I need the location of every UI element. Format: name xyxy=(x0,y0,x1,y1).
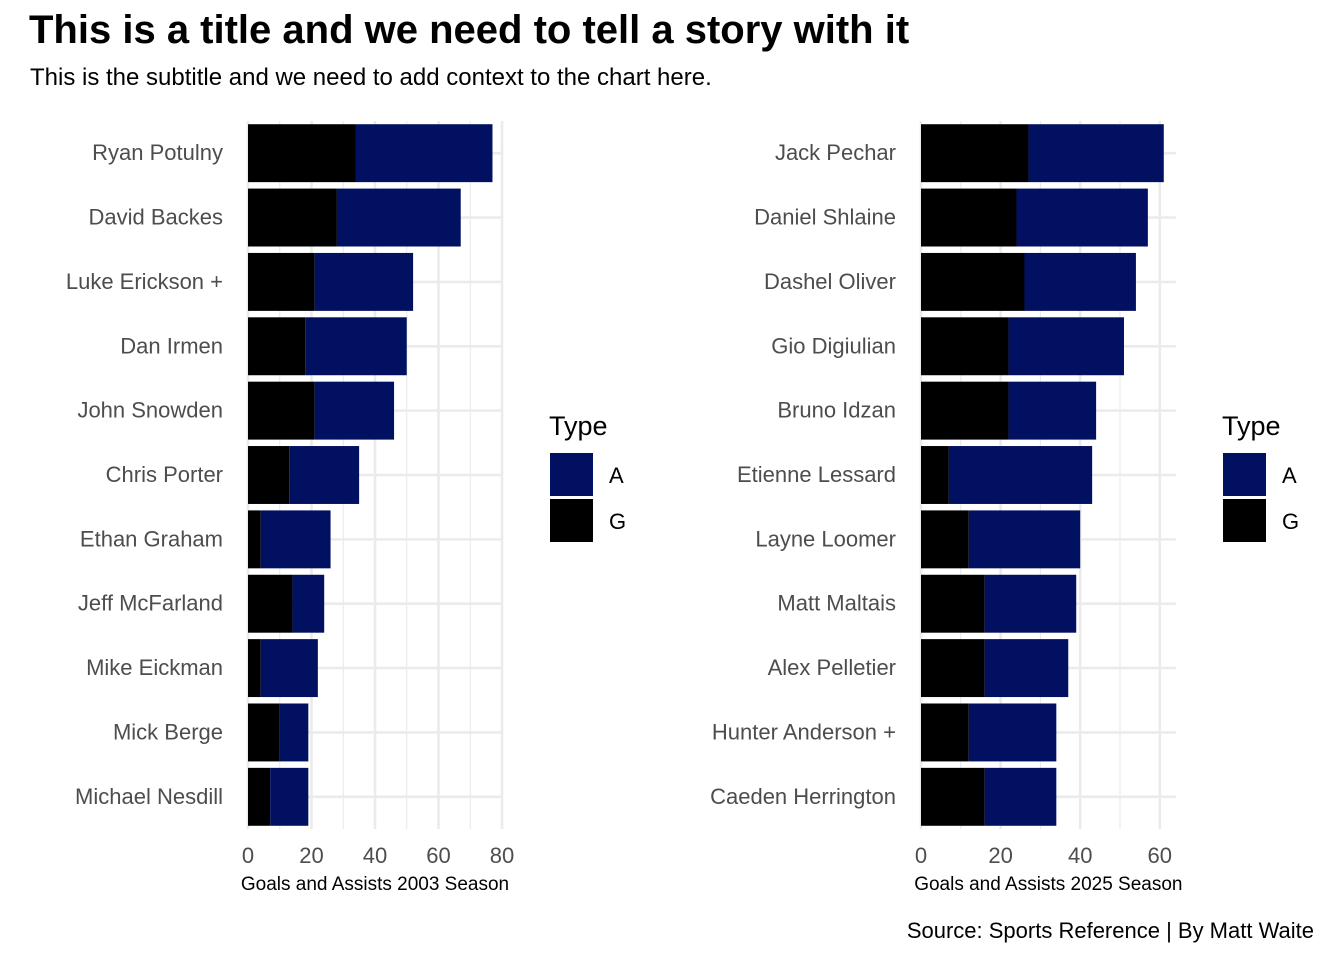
bar-goals xyxy=(921,574,985,633)
legend-key-g xyxy=(550,499,593,542)
bar-assists xyxy=(1024,252,1136,311)
x-tick-label: 0 xyxy=(242,843,254,868)
y-tick-label: Luke Erickson + xyxy=(66,269,223,294)
legend-label: A xyxy=(609,463,624,488)
y-tick-label: Chris Porter xyxy=(106,462,223,487)
y-tick-label: Daniel Shlaine xyxy=(754,205,896,230)
x-axis-label: Goals and Assists 2003 Season xyxy=(241,874,509,895)
chart-caption: Source: Sports Reference | By Matt Waite xyxy=(906,918,1314,943)
bar-assists xyxy=(984,639,1069,698)
bar-goals xyxy=(248,317,306,376)
legend-key-a xyxy=(1223,453,1266,496)
y-tick-label: Ethan Graham xyxy=(80,526,223,551)
bar-assists xyxy=(1028,124,1164,183)
x-tick-label: 0 xyxy=(915,843,927,868)
bar-assists xyxy=(948,446,1093,504)
y-tick-label: Alex Pelletier xyxy=(768,655,896,680)
chart-title: This is a title and we need to tell a st… xyxy=(29,8,910,52)
bar-assists xyxy=(260,639,318,698)
bar-assists xyxy=(270,767,309,826)
bar-goals xyxy=(921,381,1009,440)
bar-goals xyxy=(921,317,1009,376)
bar-assists xyxy=(984,767,1057,826)
y-tick-label: Hunter Anderson + xyxy=(712,719,896,744)
legend-label: A xyxy=(1282,463,1297,488)
y-tick-label: Michael Nesdill xyxy=(75,784,223,809)
x-tick-label: 40 xyxy=(1068,843,1092,868)
y-tick-label: Mick Berge xyxy=(113,719,223,744)
x-tick-label: 20 xyxy=(299,843,323,868)
x-tick-label: 60 xyxy=(426,843,450,868)
bar-assists xyxy=(1008,381,1097,440)
bar-goals xyxy=(248,639,261,698)
bar-goals xyxy=(921,188,1017,247)
bar-goals xyxy=(921,124,1029,183)
bar-goals xyxy=(921,639,985,698)
bar-assists xyxy=(292,574,325,633)
bar-assists xyxy=(314,381,395,440)
x-tick-label: 20 xyxy=(988,843,1012,868)
legend-key-a xyxy=(550,453,593,496)
bar-assists xyxy=(1008,317,1124,376)
bar-assists xyxy=(968,703,1057,762)
y-tick-label: John Snowden xyxy=(77,398,223,423)
bar-goals xyxy=(248,574,293,633)
bar-goals xyxy=(921,446,949,504)
y-tick-label: Jeff McFarland xyxy=(78,591,223,616)
bar-goals xyxy=(248,124,356,183)
x-tick-label: 80 xyxy=(490,843,514,868)
x-tick-label: 60 xyxy=(1148,843,1172,868)
y-tick-label: Ryan Potulny xyxy=(92,140,223,165)
bar-assists xyxy=(279,703,309,762)
y-tick-label: Mike Eickman xyxy=(86,655,223,680)
legend-title: Type xyxy=(549,411,608,441)
bar-goals xyxy=(248,446,290,504)
y-tick-label: Layne Loomer xyxy=(755,526,896,551)
x-tick-label: 40 xyxy=(363,843,387,868)
bar-assists xyxy=(305,317,407,376)
bar-assists xyxy=(355,124,493,183)
y-tick-label: Etienne Lessard xyxy=(737,462,896,487)
legend-label: G xyxy=(1282,509,1299,534)
bar-assists xyxy=(1016,188,1148,247)
bar-goals xyxy=(921,510,969,569)
bar-assists xyxy=(260,510,331,569)
y-tick-label: Gio Digiulian xyxy=(771,333,896,358)
x-axis-label: Goals and Assists 2025 Season xyxy=(914,874,1182,895)
y-tick-label: Dashel Oliver xyxy=(764,269,896,294)
legend-title: Type xyxy=(1222,411,1281,441)
bar-goals xyxy=(248,252,315,311)
bar-assists xyxy=(289,446,360,504)
y-tick-label: Matt Maltais xyxy=(777,591,896,616)
bar-assists xyxy=(314,252,414,311)
legend-label: G xyxy=(609,509,626,534)
bar-goals xyxy=(921,703,969,762)
bar-goals xyxy=(248,510,261,569)
y-tick-label: David Backes xyxy=(88,205,223,230)
legend-key-g xyxy=(1223,499,1266,542)
y-tick-label: Dan Irmen xyxy=(120,333,223,358)
bar-goals xyxy=(248,703,280,762)
chart-subtitle: This is the subtitle and we need to add … xyxy=(30,64,712,91)
bar-assists xyxy=(984,574,1077,633)
bar-assists xyxy=(336,188,461,247)
bar-goals xyxy=(921,767,985,826)
y-tick-label: Caeden Herrington xyxy=(710,784,896,809)
bar-goals xyxy=(248,188,337,247)
bar-goals xyxy=(248,767,271,826)
bar-assists xyxy=(968,510,1081,569)
bar-goals xyxy=(248,381,315,440)
bar-goals xyxy=(921,252,1025,311)
y-tick-label: Jack Pechar xyxy=(775,140,896,165)
y-tick-label: Bruno Idzan xyxy=(777,398,896,423)
